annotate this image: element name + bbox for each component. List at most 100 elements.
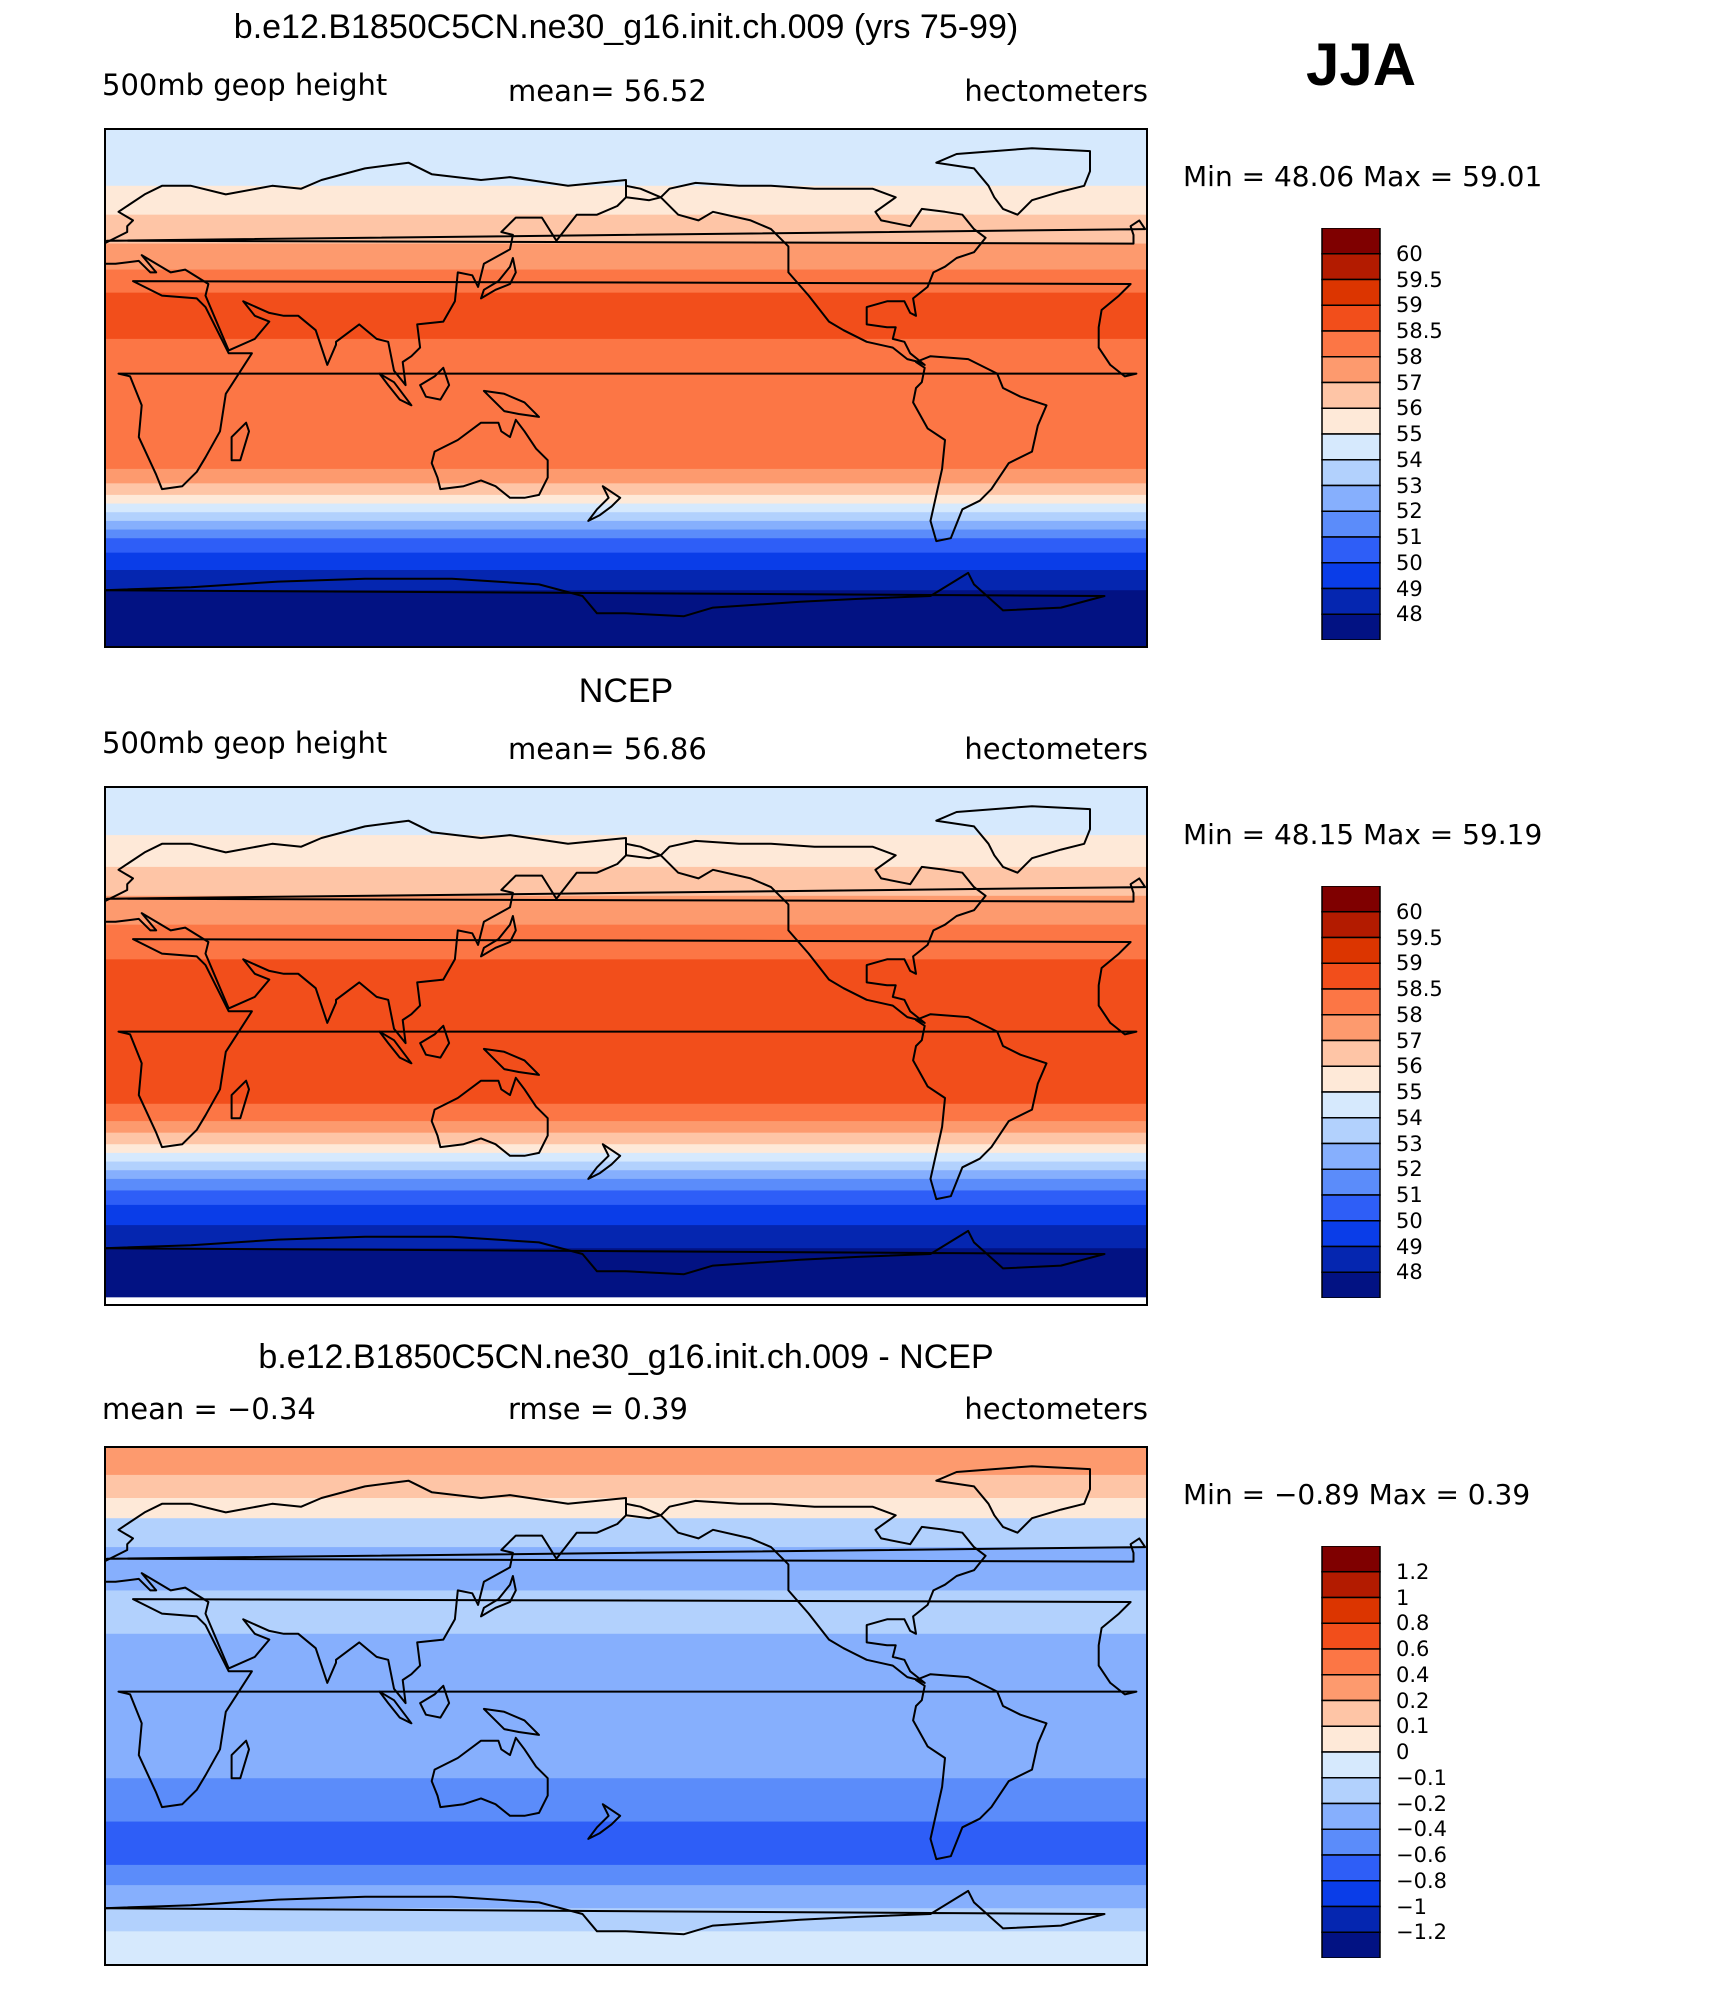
colorbar-swatch: [1321, 936, 1381, 964]
colorbar-tick-label: −0.4: [1396, 1817, 1447, 1842]
coastline-madagascar: [230, 1739, 250, 1780]
colorbar-tick-label: 56: [1396, 396, 1423, 421]
colorbar-tick-label: 58: [1396, 344, 1423, 369]
colorbar-tick-label: 57: [1396, 370, 1423, 395]
colorbar-swatch: [1321, 1905, 1381, 1933]
panel-1-mean-label: mean= 56.52: [508, 74, 707, 108]
coastline-eurasia-east: [625, 1502, 662, 1520]
coastline-sumatra: [378, 372, 413, 407]
contour-band: [104, 1778, 1148, 1823]
coastline-antarctica: [104, 577, 626, 615]
coastline-south-america: [912, 1013, 1048, 1201]
colorbar-tick-label: 58.5: [1396, 977, 1443, 1001]
coastline-borneo: [419, 1684, 451, 1719]
contour-band: [104, 1178, 1148, 1192]
contour-band: [104, 520, 1148, 531]
map-frame: [104, 128, 1148, 648]
coastline-greenland: [935, 805, 1091, 874]
contour-band: [104, 1821, 1148, 1866]
contour-band: [104, 243, 1148, 271]
panel-2-units-label: hectometers: [964, 732, 1148, 766]
coastline-greenland: [935, 1465, 1091, 1534]
colorbar-swatch: [1321, 885, 1381, 913]
coastline-uk: [105, 1537, 1147, 1563]
colorbar-swatch: [1321, 1271, 1381, 1299]
panel-1-colorbar: [1321, 227, 1381, 641]
panel-3-units-label: hectometers: [964, 1392, 1148, 1426]
contour-band: [104, 1474, 1148, 1499]
colorbar-tick-label: −1.2: [1396, 1920, 1447, 1945]
contour-band: [104, 1590, 1148, 1635]
contour-band: [104, 1518, 1148, 1548]
contour-band: [104, 483, 1148, 496]
contour-band: [104, 494, 1148, 505]
colorbar-svg: [1321, 1545, 1381, 1959]
colorbar-swatch: [1321, 1194, 1381, 1222]
colorbar-swatch: [1321, 1091, 1381, 1119]
contour-band: [104, 866, 1148, 897]
contour-band: [104, 538, 1148, 554]
colorbar-tick-label: −0.6: [1396, 1843, 1447, 1867]
colorbar-swatch: [1321, 1648, 1381, 1676]
colorbar-swatch: [1321, 1854, 1381, 1882]
colorbar-tick-label: 1: [1396, 1585, 1410, 1610]
contour-band: [104, 1170, 1148, 1180]
colorbar-tick-label: 58.5: [1396, 319, 1443, 343]
coastline-sumatra: [378, 1030, 413, 1065]
coastline-north-america: [659, 839, 987, 1024]
colorbar-tick-label: 55: [1396, 422, 1423, 446]
contour-band: [104, 1864, 1148, 1886]
colorbar-swatch: [1321, 433, 1381, 461]
contour-band: [104, 128, 1148, 187]
colorbar-swatch: [1321, 253, 1381, 281]
colorbar-swatch: [1321, 613, 1381, 641]
panel-3-title: b.e12.B1850C5CN.ne30_g16.init.ch.009 - N…: [258, 1338, 994, 1376]
coastline-eurasia-west: [104, 1479, 627, 1705]
colorbar-swatch: [1321, 1014, 1381, 1042]
panel-2-colorbar: [1321, 885, 1381, 1299]
colorbar-swatch: [1321, 911, 1381, 939]
contour-band: [104, 590, 1148, 648]
contour-band: [104, 1225, 1148, 1249]
colorbar-svg: [1321, 227, 1381, 641]
colorbar-swatch: [1321, 1725, 1381, 1753]
coastline-eurasia-west: [104, 161, 627, 387]
colorbar-tick-label: 0.1: [1396, 1714, 1430, 1739]
contour-band: [104, 512, 1148, 522]
coastline-south-america: [912, 355, 1048, 543]
colorbar-tick-label: 59.5: [1396, 925, 1443, 950]
colorbar-swatch: [1321, 1596, 1381, 1624]
colorbar-swatch: [1321, 278, 1381, 306]
colorbar-tick-label: 49: [1396, 1234, 1423, 1259]
coastline-eurasia-east: [625, 842, 662, 860]
contour-band: [104, 1152, 1148, 1163]
coastline-africa: [117, 938, 1138, 1149]
colorbar-tick-label: −0.8: [1396, 1868, 1447, 1893]
coastline-north-america: [659, 181, 987, 366]
colorbar-swatch: [1321, 1168, 1381, 1196]
colorbar-tick-label: 60: [1396, 899, 1423, 924]
colorbar-tick-label: 52: [1396, 1157, 1423, 1182]
coastline-nz: [587, 485, 622, 522]
panel-2-minmax: Min = 48.15 Max = 59.19: [1183, 818, 1543, 851]
panel-2-variable-label: 500mb geop height: [102, 726, 388, 760]
colorbar-swatch: [1321, 510, 1381, 538]
colorbar-svg: [1321, 885, 1381, 1299]
coastline-africa: [117, 1598, 1138, 1809]
contour-band: [104, 338, 1148, 470]
coastline-eurasia-east: [625, 184, 662, 202]
colorbar-tick-label: −0.1: [1396, 1765, 1447, 1790]
colorbar-swatch: [1321, 1931, 1381, 1959]
contour-band: [104, 1908, 1148, 1932]
panel-3-mean-label: mean = −0.34: [102, 1392, 316, 1426]
colorbar-swatch: [1321, 356, 1381, 384]
colorbar-tick-label: 48: [1396, 602, 1423, 627]
colorbar-tick-label: 53: [1396, 1131, 1423, 1156]
colorbar-swatch: [1321, 1674, 1381, 1702]
colorbar-tick-label: 55: [1396, 1080, 1423, 1104]
colorbar-swatch: [1321, 988, 1381, 1016]
contour-band: [104, 1161, 1148, 1171]
contour-band: [104, 269, 1148, 294]
colorbar-tick-label: 0.6: [1396, 1637, 1430, 1661]
colorbar-tick-label: 59: [1396, 951, 1423, 976]
